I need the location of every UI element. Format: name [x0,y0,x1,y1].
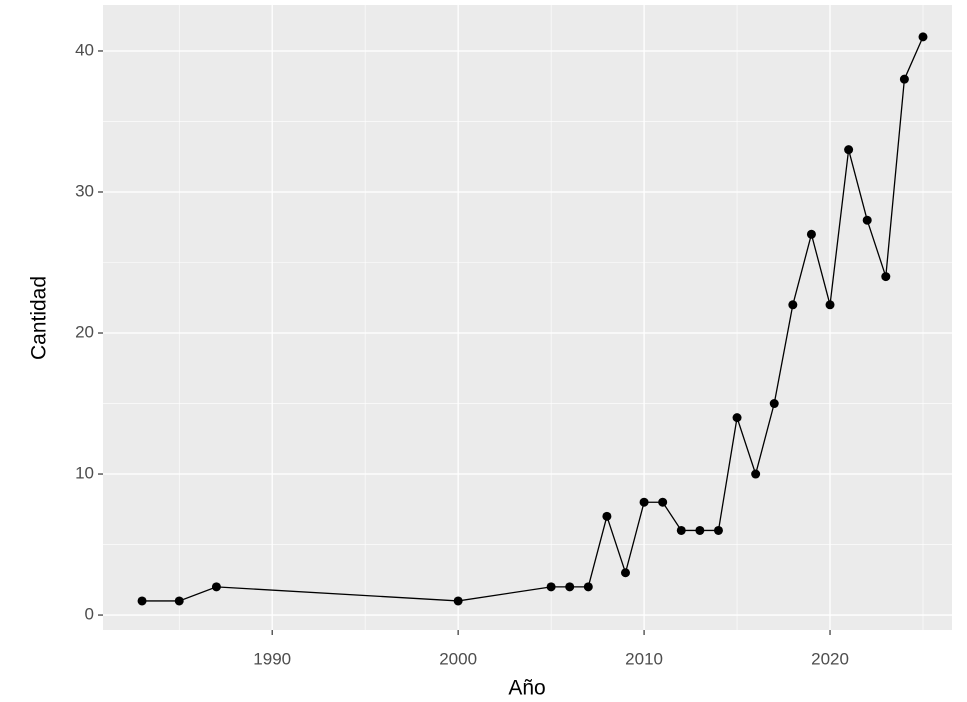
y-tick-label: 20 [75,322,94,341]
point [211,582,221,592]
point [602,511,612,521]
point [844,145,854,155]
point [769,399,779,409]
x-axis-title: Año [508,677,545,700]
x-tick-label: 2000 [439,649,477,668]
point [676,525,686,535]
x-tick-label: 2020 [811,649,849,668]
point [899,74,909,84]
point [713,525,723,535]
point [546,582,556,592]
point [658,497,668,507]
x-tick-label: 1990 [253,649,291,668]
y-axis-title: Cantidad [28,276,51,360]
point [639,497,649,507]
point [453,596,463,606]
point [825,300,835,310]
point [788,300,798,310]
x-tick-label: 2010 [625,649,663,668]
point [620,568,630,578]
point [918,32,928,42]
y-tick-label: 30 [75,181,94,200]
point [862,215,872,225]
point [174,596,184,606]
y-tick-label: 0 [85,605,94,624]
point [732,413,742,423]
point [583,582,593,592]
y-tick-label: 40 [75,40,94,59]
point [137,596,147,606]
point [806,229,816,239]
point [881,272,891,282]
panel [103,5,952,630]
y-tick-label: 10 [75,464,94,483]
point [565,582,575,592]
point [751,469,761,479]
point [695,525,705,535]
